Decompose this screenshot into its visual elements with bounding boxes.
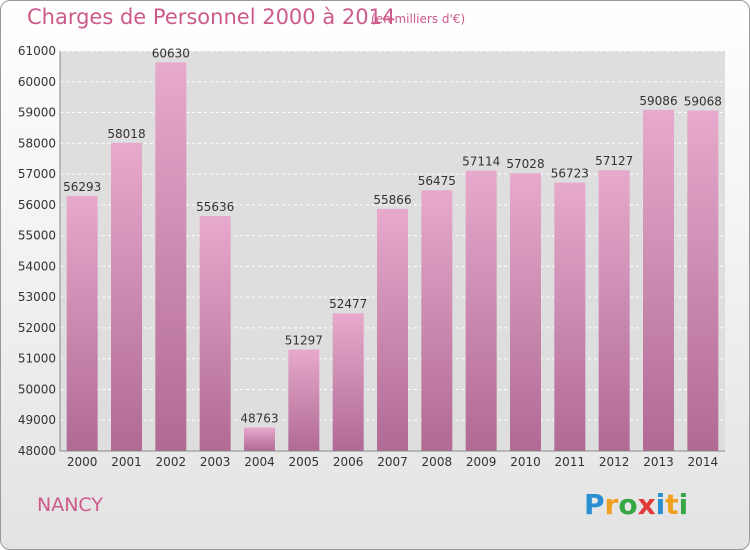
- x-tick-label: 2009: [466, 455, 497, 469]
- data-label: 56723: [551, 167, 589, 181]
- bar: [199, 216, 231, 451]
- bar: [66, 195, 98, 451]
- data-label: 51297: [285, 334, 323, 348]
- x-tick-label: 2003: [200, 455, 231, 469]
- data-label: 60630: [152, 46, 190, 60]
- x-tick-label: 2005: [289, 455, 320, 469]
- chart-title: Charges de Personnel 2000 à 2014: [27, 5, 396, 29]
- data-label: 56475: [418, 174, 456, 188]
- bar: [111, 142, 142, 451]
- bar: [687, 110, 719, 451]
- y-tick-label: 48000: [18, 444, 56, 458]
- bar: [377, 208, 408, 451]
- x-tick-label: 2002: [156, 455, 187, 469]
- logo-letter: x: [637, 488, 656, 521]
- x-tick-label: 2008: [422, 455, 453, 469]
- logo-letter: i: [678, 488, 689, 521]
- logo-letter: o: [618, 488, 638, 521]
- x-tick-label: 2006: [333, 455, 364, 469]
- x-tick-label: 2013: [643, 455, 674, 469]
- y-tick-label: 61000: [18, 44, 56, 58]
- data-label: 52477: [329, 297, 367, 311]
- y-tick-label: 59000: [18, 106, 56, 120]
- x-tick-label: 2010: [510, 455, 541, 469]
- data-label: 57127: [595, 154, 633, 168]
- y-tick-label: 50000: [18, 382, 56, 396]
- data-label: 58018: [107, 127, 145, 141]
- y-tick-label: 58000: [18, 136, 56, 150]
- city-name: NANCY: [37, 494, 103, 516]
- logo-letter: t: [665, 488, 679, 521]
- data-label: 55636: [196, 200, 234, 214]
- logo-letter: P: [584, 488, 605, 521]
- bar: [332, 313, 364, 451]
- y-tick-label: 51000: [18, 352, 56, 366]
- y-tick-label: 53000: [18, 290, 56, 304]
- bar: [554, 182, 586, 451]
- y-tick-label: 49000: [18, 413, 56, 427]
- bar: [288, 349, 320, 451]
- y-tick-label: 56000: [18, 198, 56, 212]
- y-tick-label: 52000: [18, 321, 56, 335]
- data-label: 56293: [63, 180, 101, 194]
- data-label: 57114: [462, 155, 500, 169]
- bar: [465, 170, 497, 452]
- y-tick-label: 57000: [18, 167, 56, 181]
- x-tick-label: 2001: [111, 455, 142, 469]
- y-tick-label: 54000: [18, 259, 56, 273]
- x-tick-label: 2004: [244, 455, 275, 469]
- data-label: 55866: [373, 193, 411, 207]
- bar: [510, 173, 541, 451]
- x-tick-label: 2000: [67, 455, 98, 469]
- x-tick-label: 2014: [688, 455, 719, 469]
- data-label: 57028: [506, 157, 544, 171]
- logo-letter: i: [655, 488, 666, 521]
- data-label: 59086: [639, 94, 677, 108]
- bar: [244, 427, 275, 451]
- x-tick-label: 2011: [555, 455, 586, 469]
- bar: [155, 62, 187, 452]
- bar: [598, 170, 630, 451]
- bar: [643, 109, 674, 452]
- x-tick-label: 2012: [599, 455, 630, 469]
- proxiti-logo: Proxiti: [584, 488, 688, 521]
- bar: [421, 190, 453, 451]
- data-label: 48763: [240, 412, 278, 426]
- chart-subtitle: (en milliers d'€): [371, 12, 466, 26]
- x-tick-label: 2007: [377, 455, 408, 469]
- logo-letter: r: [604, 488, 619, 521]
- y-tick-label: 55000: [18, 229, 56, 243]
- y-tick-label: 60000: [18, 75, 56, 89]
- data-label: 59068: [684, 94, 722, 108]
